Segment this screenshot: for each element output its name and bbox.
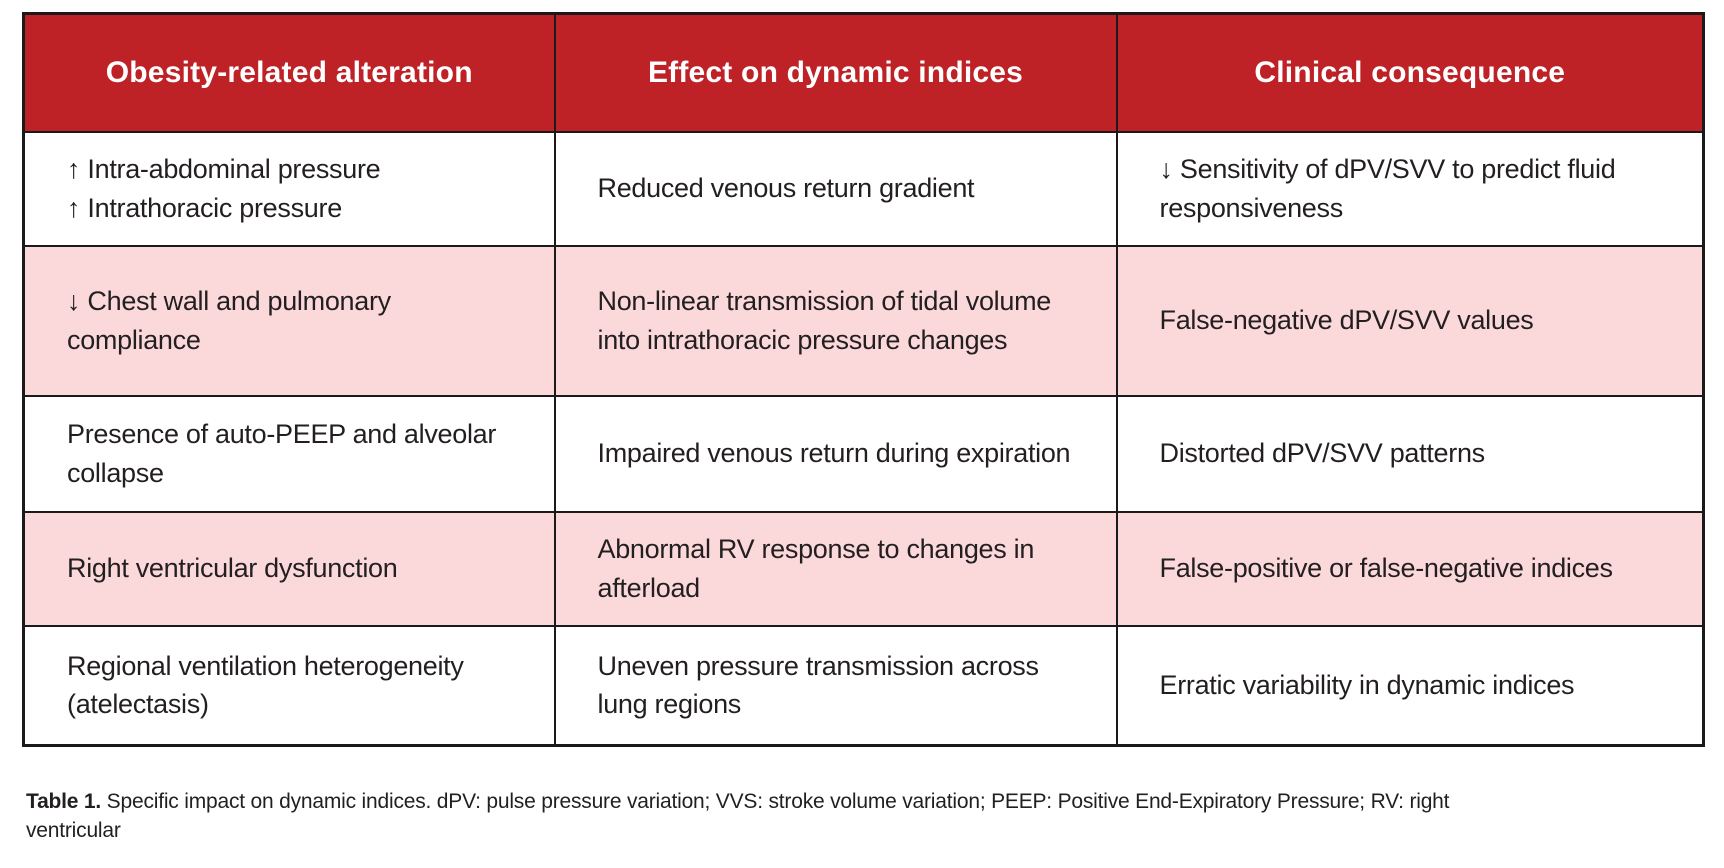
- table-cell: Abnormal RV response to changes in after…: [553, 510, 1118, 627]
- table-cell: Impaired venous return during expiration: [553, 394, 1118, 513]
- table-cell: Reduced venous return gradient: [553, 130, 1118, 247]
- table-cell: ↓ Chest wall and pulmonary compliance: [22, 244, 556, 397]
- table-cell: Erratic variability in dynamic indices: [1115, 624, 1705, 747]
- table-cell: False-positive or false-negative indices: [1115, 510, 1705, 627]
- table-row: Regional ventilation heterogeneity (atel…: [22, 624, 1705, 747]
- table-cell: Right ventricular dysfunction: [22, 510, 556, 627]
- table-row: ↓ Chest wall and pulmonary compliance Non…: [22, 244, 1705, 397]
- header-row: Obesity-related alteration Effect on dyn…: [22, 12, 1705, 133]
- table-row: Right ventricular dysfunction Abnormal RV…: [22, 510, 1705, 627]
- column-header-effect-on-dynamic-indices: Effect on dynamic indices: [553, 12, 1118, 133]
- table-cell: Regional ventilation heterogeneity (atel…: [22, 624, 556, 747]
- table-header: Obesity-related alteration Effect on dyn…: [22, 12, 1705, 133]
- table-caption-label: Table 1.: [26, 790, 102, 813]
- table-cell: Non-linear transmission of tidal volume …: [553, 244, 1118, 397]
- table-row: ↑ Intra-abdominal pressure ↑ Intrathorac…: [22, 130, 1705, 247]
- column-header-clinical-consequence: Clinical consequence: [1115, 12, 1705, 133]
- table-body: ↑ Intra-abdominal pressure ↑ Intrathorac…: [22, 130, 1705, 747]
- table-cell: ↓ Sensitivity of dPV/SVV to predict flui…: [1115, 130, 1705, 247]
- table-cell: ↑ Intra-abdominal pressure ↑ Intrathorac…: [22, 130, 556, 247]
- table-row: Presence of auto-PEEP and alveolar colla…: [22, 394, 1705, 513]
- table-cell: Uneven pressure transmission across lung…: [553, 624, 1118, 747]
- impact-table: Obesity-related alteration Effect on dyn…: [22, 12, 1705, 747]
- table-cell: Presence of auto-PEEP and alveolar colla…: [22, 394, 556, 513]
- table-caption-text: Specific impact on dynamic indices. dPV:…: [26, 790, 1450, 843]
- table-cell: False-negative dPV/SVV values: [1115, 244, 1705, 397]
- table-cell: Distorted dPV/SVV patterns: [1115, 394, 1705, 513]
- table-caption: Table 1. Specific impact on dynamic indi…: [26, 787, 1486, 846]
- column-header-obesity-related-alteration: Obesity-related alteration: [22, 12, 556, 133]
